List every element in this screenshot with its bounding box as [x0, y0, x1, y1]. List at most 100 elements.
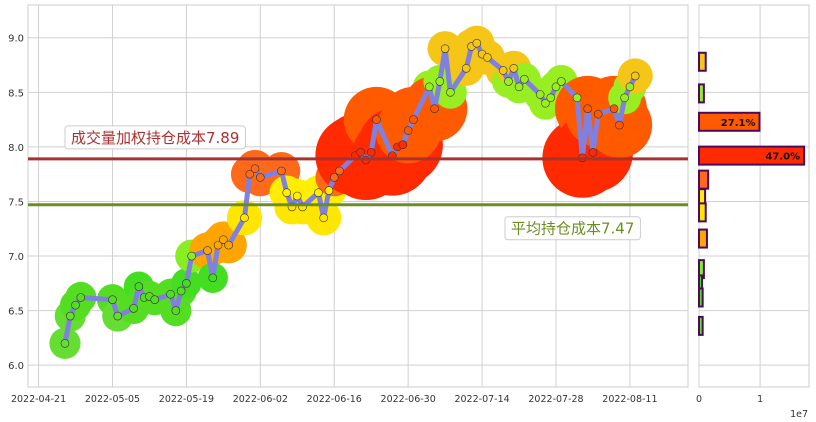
price-point: [588, 148, 598, 157]
price-point: [514, 82, 524, 92]
price-point: [446, 88, 455, 97]
price-point: [483, 53, 492, 62]
price-point: [129, 304, 138, 313]
volume-bar: [698, 169, 710, 190]
bar-x-tick-label: 1: [757, 394, 763, 405]
bar-x-tick-label: 0: [696, 394, 702, 405]
volume-bar: [698, 51, 707, 72]
price-point: [203, 246, 212, 255]
price-point: [176, 286, 186, 296]
price-point: [76, 293, 86, 302]
x-tick-label: 2022-06-30: [381, 394, 436, 405]
price-point: [282, 188, 292, 198]
price-point: [572, 93, 582, 103]
x-tick-label: 2022-08-11: [602, 394, 657, 405]
y-tick-label: 8.0: [8, 143, 24, 154]
y-tick-label: 7.0: [8, 252, 24, 263]
volume-bar: [698, 315, 704, 336]
price-point: [424, 82, 434, 92]
price-point: [150, 295, 160, 304]
cost-line-label: 成交量加权持仓成本7.89: [64, 125, 246, 150]
price-point: [498, 66, 508, 75]
y-tick-label: 8.5: [8, 88, 24, 99]
cost-line-label: 平均持仓成本7.47: [504, 216, 641, 241]
bar-data-label: 27.1%: [721, 118, 756, 129]
volume-bar: [698, 145, 806, 166]
price-point: [171, 306, 181, 315]
price-point: [224, 240, 233, 250]
price-point: [335, 166, 344, 176]
price-point: [583, 104, 592, 113]
price-point: [292, 191, 302, 201]
price-point: [504, 77, 513, 86]
price-point: [409, 115, 418, 124]
price-point: [314, 188, 323, 198]
y-tick-label: 6.5: [8, 307, 24, 318]
price-point: [245, 169, 255, 179]
price-point: [277, 166, 286, 176]
price-point: [520, 74, 529, 84]
price-point: [625, 82, 635, 92]
x-tick-label: 2022-07-28: [528, 394, 583, 405]
y-tick-label: 6.0: [8, 361, 24, 372]
price-point: [208, 273, 218, 283]
price-point: [219, 235, 228, 244]
price-point: [535, 90, 545, 99]
price-point: [472, 38, 482, 48]
price-point: [372, 115, 381, 124]
bar-data-label: 47.0%: [765, 152, 800, 163]
x-tick-label: 2022-07-14: [454, 394, 509, 405]
price-point: [609, 104, 619, 113]
x-tick-label: 2022-04-21: [11, 394, 66, 405]
price-point: [187, 251, 196, 261]
price-point: [551, 82, 561, 92]
price-point: [430, 104, 439, 113]
price-point: [615, 120, 624, 130]
price-point: [108, 295, 117, 304]
price-point: [356, 148, 365, 157]
volume-bar: [698, 228, 708, 249]
x-tick-label: 2022-06-16: [307, 394, 362, 405]
price-point: [250, 164, 260, 174]
price-point: [541, 98, 550, 108]
price-point: [440, 44, 450, 53]
x-tick-label: 2022-05-19: [159, 394, 214, 405]
price-point: [71, 300, 80, 310]
volume-bar: [698, 111, 761, 132]
price-point: [620, 93, 629, 103]
price-point: [593, 109, 603, 119]
price-point: [60, 339, 70, 348]
price-point: [509, 64, 519, 73]
price-point: [546, 93, 556, 103]
price-point: [630, 71, 640, 81]
price-point: [213, 240, 223, 250]
volume-bar: [698, 202, 707, 223]
price-point: [398, 140, 408, 150]
price-point: [65, 311, 75, 321]
price-point: [256, 173, 265, 182]
price-point: [366, 148, 376, 157]
price-point: [556, 77, 566, 86]
price-point: [319, 213, 328, 223]
y-tick-label: 9.0: [8, 34, 24, 45]
bar-axis-offset-label: 1e7: [790, 409, 808, 420]
price-point: [113, 311, 123, 321]
x-tick-label: 2022-06-02: [233, 394, 288, 405]
cost-line-label-text: 成交量加权持仓成本7.89: [71, 129, 239, 147]
price-point: [166, 289, 175, 299]
volume-bar: [698, 287, 704, 308]
x-tick-label: 2022-05-05: [85, 394, 140, 405]
price-point: [182, 279, 191, 288]
cost-label-box: [504, 216, 641, 241]
cost-label-box: [64, 125, 246, 150]
bar-plot-area: [698, 4, 810, 388]
price-point: [134, 282, 144, 291]
cost-line-label-text: 平均持仓成本7.47: [511, 220, 634, 238]
price-point: [329, 173, 339, 182]
price-point: [435, 77, 445, 86]
price-point: [461, 64, 471, 73]
price-point: [324, 186, 334, 195]
price-point: [403, 126, 413, 135]
